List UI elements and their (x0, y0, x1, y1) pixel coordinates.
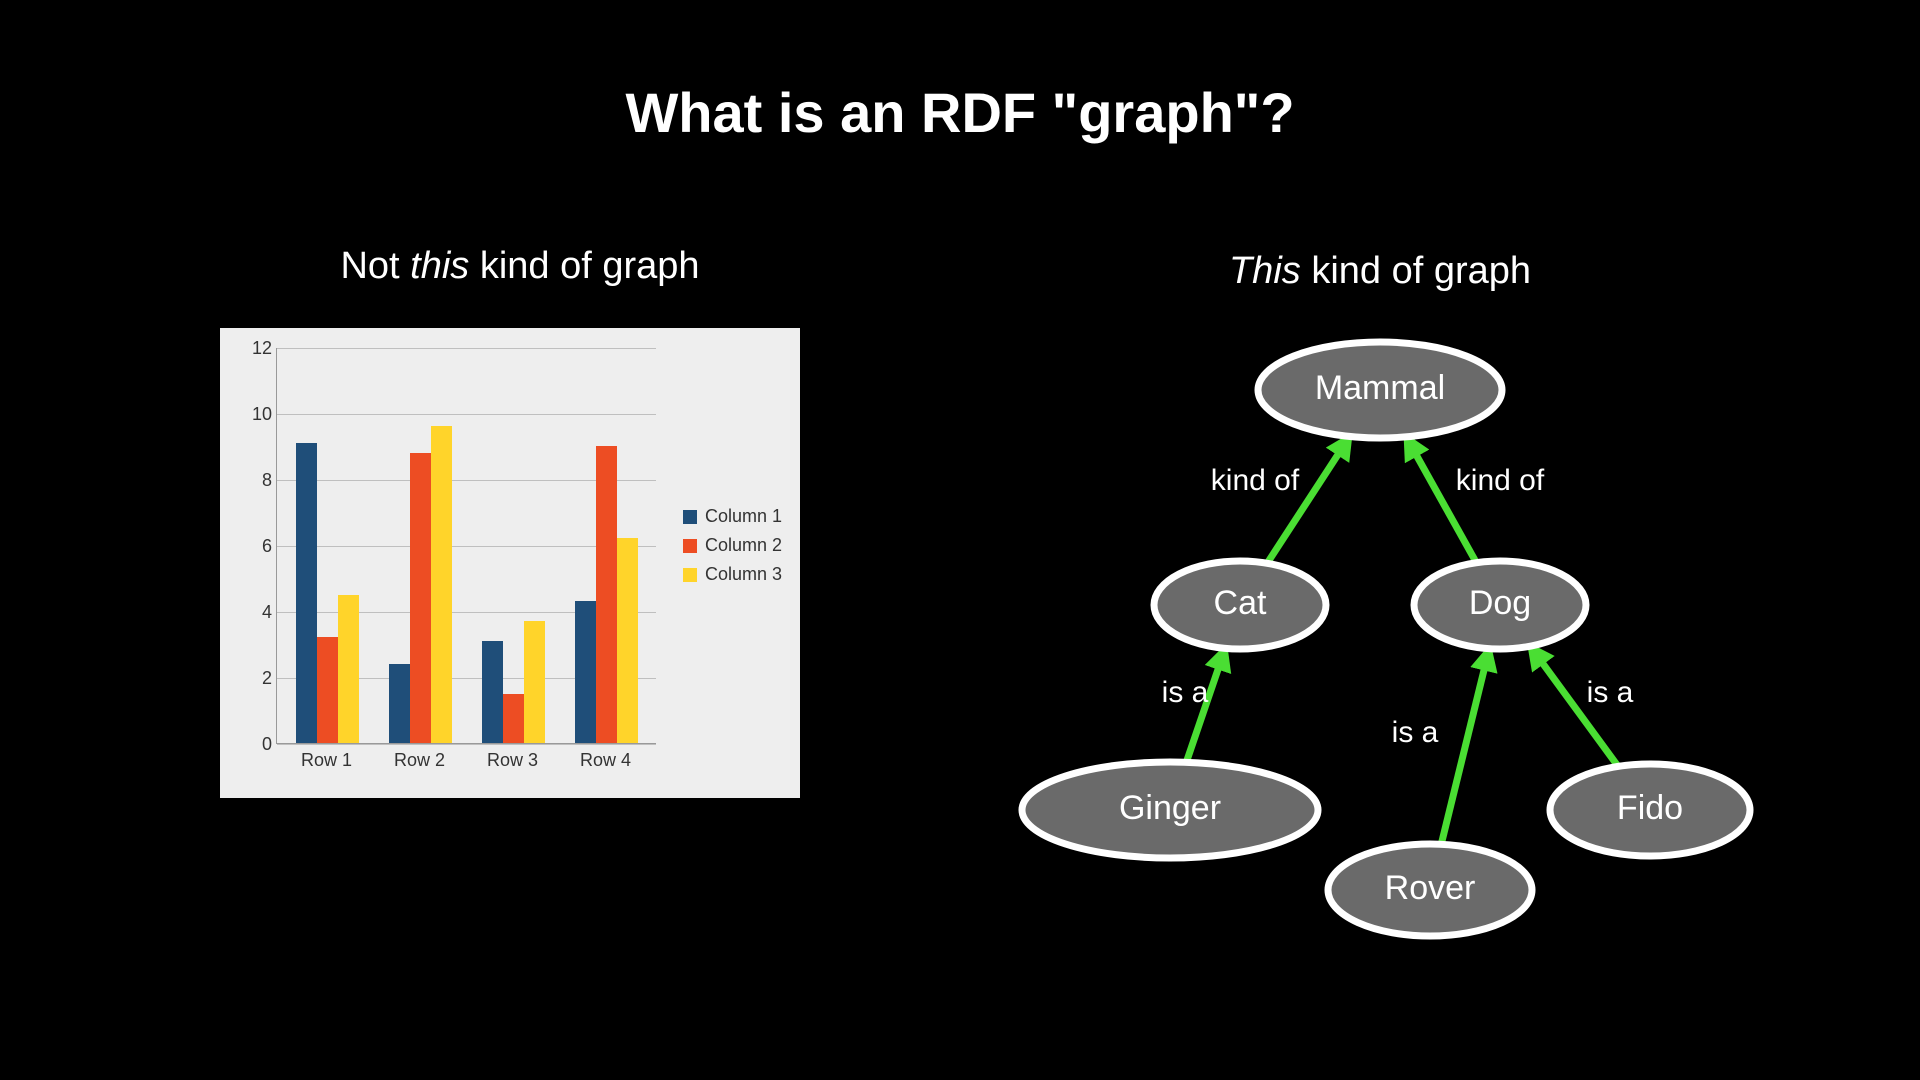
legend-swatch (683, 539, 697, 553)
edge-label: is a (1392, 716, 1439, 749)
legend-label: Column 3 (705, 564, 782, 585)
right-panel: This kind of graph kind ofkind ofis ais … (910, 250, 1850, 333)
node-label: Fido (1617, 789, 1683, 827)
ytick-label: 6 (248, 536, 272, 557)
node-label: Ginger (1119, 789, 1221, 827)
left-subtitle-italic: this (410, 245, 469, 287)
legend-label: Column 1 (705, 506, 782, 527)
legend-swatch (683, 510, 697, 524)
right-subtitle: This kind of graph (910, 250, 1850, 293)
legend-item: Column 3 (683, 564, 782, 585)
ytick-label: 12 (248, 338, 272, 359)
chart-legend: Column 1 Column 2 Column 3 (683, 506, 782, 593)
ytick-label: 4 (248, 602, 272, 623)
graph-edge (1441, 649, 1489, 845)
bar (617, 538, 638, 743)
gridline (277, 744, 656, 745)
bar (503, 694, 524, 744)
gridline (277, 348, 656, 349)
edge-label: is a (1162, 676, 1209, 709)
left-subtitle: Not this kind of graph (220, 245, 820, 288)
right-subtitle-part2: kind of graph (1301, 250, 1531, 292)
bar (410, 453, 431, 743)
bar (524, 621, 545, 743)
bar (338, 595, 359, 744)
legend-item: Column 1 (683, 506, 782, 527)
xtick-label: Row 1 (292, 750, 362, 771)
left-subtitle-part1: Not (340, 245, 410, 287)
bar (296, 443, 317, 743)
xtick-label: Row 2 (385, 750, 455, 771)
edge-label: is a (1587, 676, 1634, 709)
left-panel: Not this kind of graph 0 2 4 6 8 10 12 Row 1 Row… (220, 245, 820, 798)
ytick-label: 2 (248, 668, 272, 689)
right-subtitle-italic: This (1229, 250, 1301, 292)
gridline (277, 414, 656, 415)
slide-title: What is an RDF "graph"? (0, 80, 1920, 145)
bar-chart: 024681012Row 1Row 2Row 3Row 4Column 1Col… (220, 328, 800, 798)
ytick-label: 8 (248, 470, 272, 491)
node-label: Dog (1469, 584, 1531, 622)
bar (317, 637, 338, 743)
node-label: Mammal (1315, 369, 1445, 407)
edge-label: kind of (1456, 464, 1545, 497)
legend-swatch (683, 568, 697, 582)
xtick-label: Row 3 (478, 750, 548, 771)
ytick-label: 0 (248, 734, 272, 755)
bar (575, 601, 596, 743)
node-label: Cat (1214, 584, 1267, 622)
bar (596, 446, 617, 743)
rdf-graph: kind of kind of is a is a is a Mammal Cat Dog Gi… (910, 320, 1850, 1040)
legend-item: Column 2 (683, 535, 782, 556)
xtick-label: Row 4 (571, 750, 641, 771)
ytick-label: 10 (248, 404, 272, 425)
bar (431, 426, 452, 743)
graph-edge (1406, 437, 1476, 563)
bar (482, 641, 503, 743)
left-subtitle-part3: kind of graph (469, 245, 699, 287)
graph-edge (1267, 436, 1350, 563)
node-label: Rover (1385, 869, 1476, 907)
legend-label: Column 2 (705, 535, 782, 556)
bar (389, 664, 410, 743)
edge-label: kind of (1211, 464, 1300, 497)
